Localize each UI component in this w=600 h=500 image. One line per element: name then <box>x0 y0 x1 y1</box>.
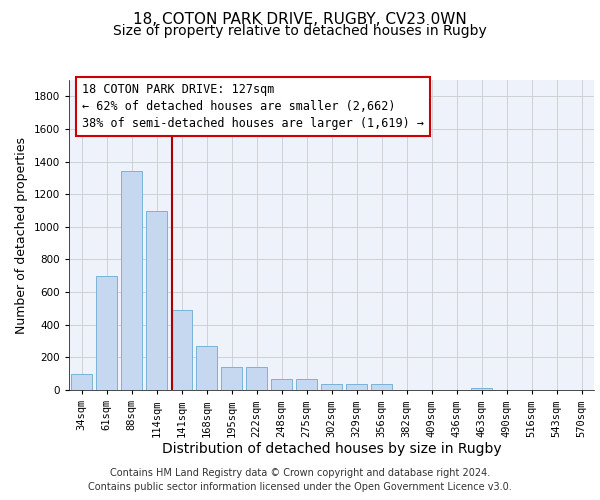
Bar <box>246 367 267 390</box>
Bar <box>371 384 392 390</box>
Y-axis label: Number of detached properties: Number of detached properties <box>15 136 28 334</box>
Bar <box>271 378 292 390</box>
Bar <box>71 374 92 390</box>
Text: 18, COTON PARK DRIVE, RUGBY, CV23 0WN: 18, COTON PARK DRIVE, RUGBY, CV23 0WN <box>133 12 467 28</box>
Bar <box>196 346 217 390</box>
X-axis label: Distribution of detached houses by size in Rugby: Distribution of detached houses by size … <box>161 442 502 456</box>
Bar <box>346 384 367 390</box>
Text: 18 COTON PARK DRIVE: 127sqm
← 62% of detached houses are smaller (2,662)
38% of : 18 COTON PARK DRIVE: 127sqm ← 62% of det… <box>82 84 424 130</box>
Text: Contains HM Land Registry data © Crown copyright and database right 2024.
Contai: Contains HM Land Registry data © Crown c… <box>88 468 512 492</box>
Bar <box>121 172 142 390</box>
Bar <box>321 384 342 390</box>
Text: Size of property relative to detached houses in Rugby: Size of property relative to detached ho… <box>113 24 487 38</box>
Bar <box>146 210 167 390</box>
Bar <box>96 276 117 390</box>
Bar <box>296 378 317 390</box>
Bar <box>221 367 242 390</box>
Bar <box>471 388 492 390</box>
Bar <box>171 310 192 390</box>
